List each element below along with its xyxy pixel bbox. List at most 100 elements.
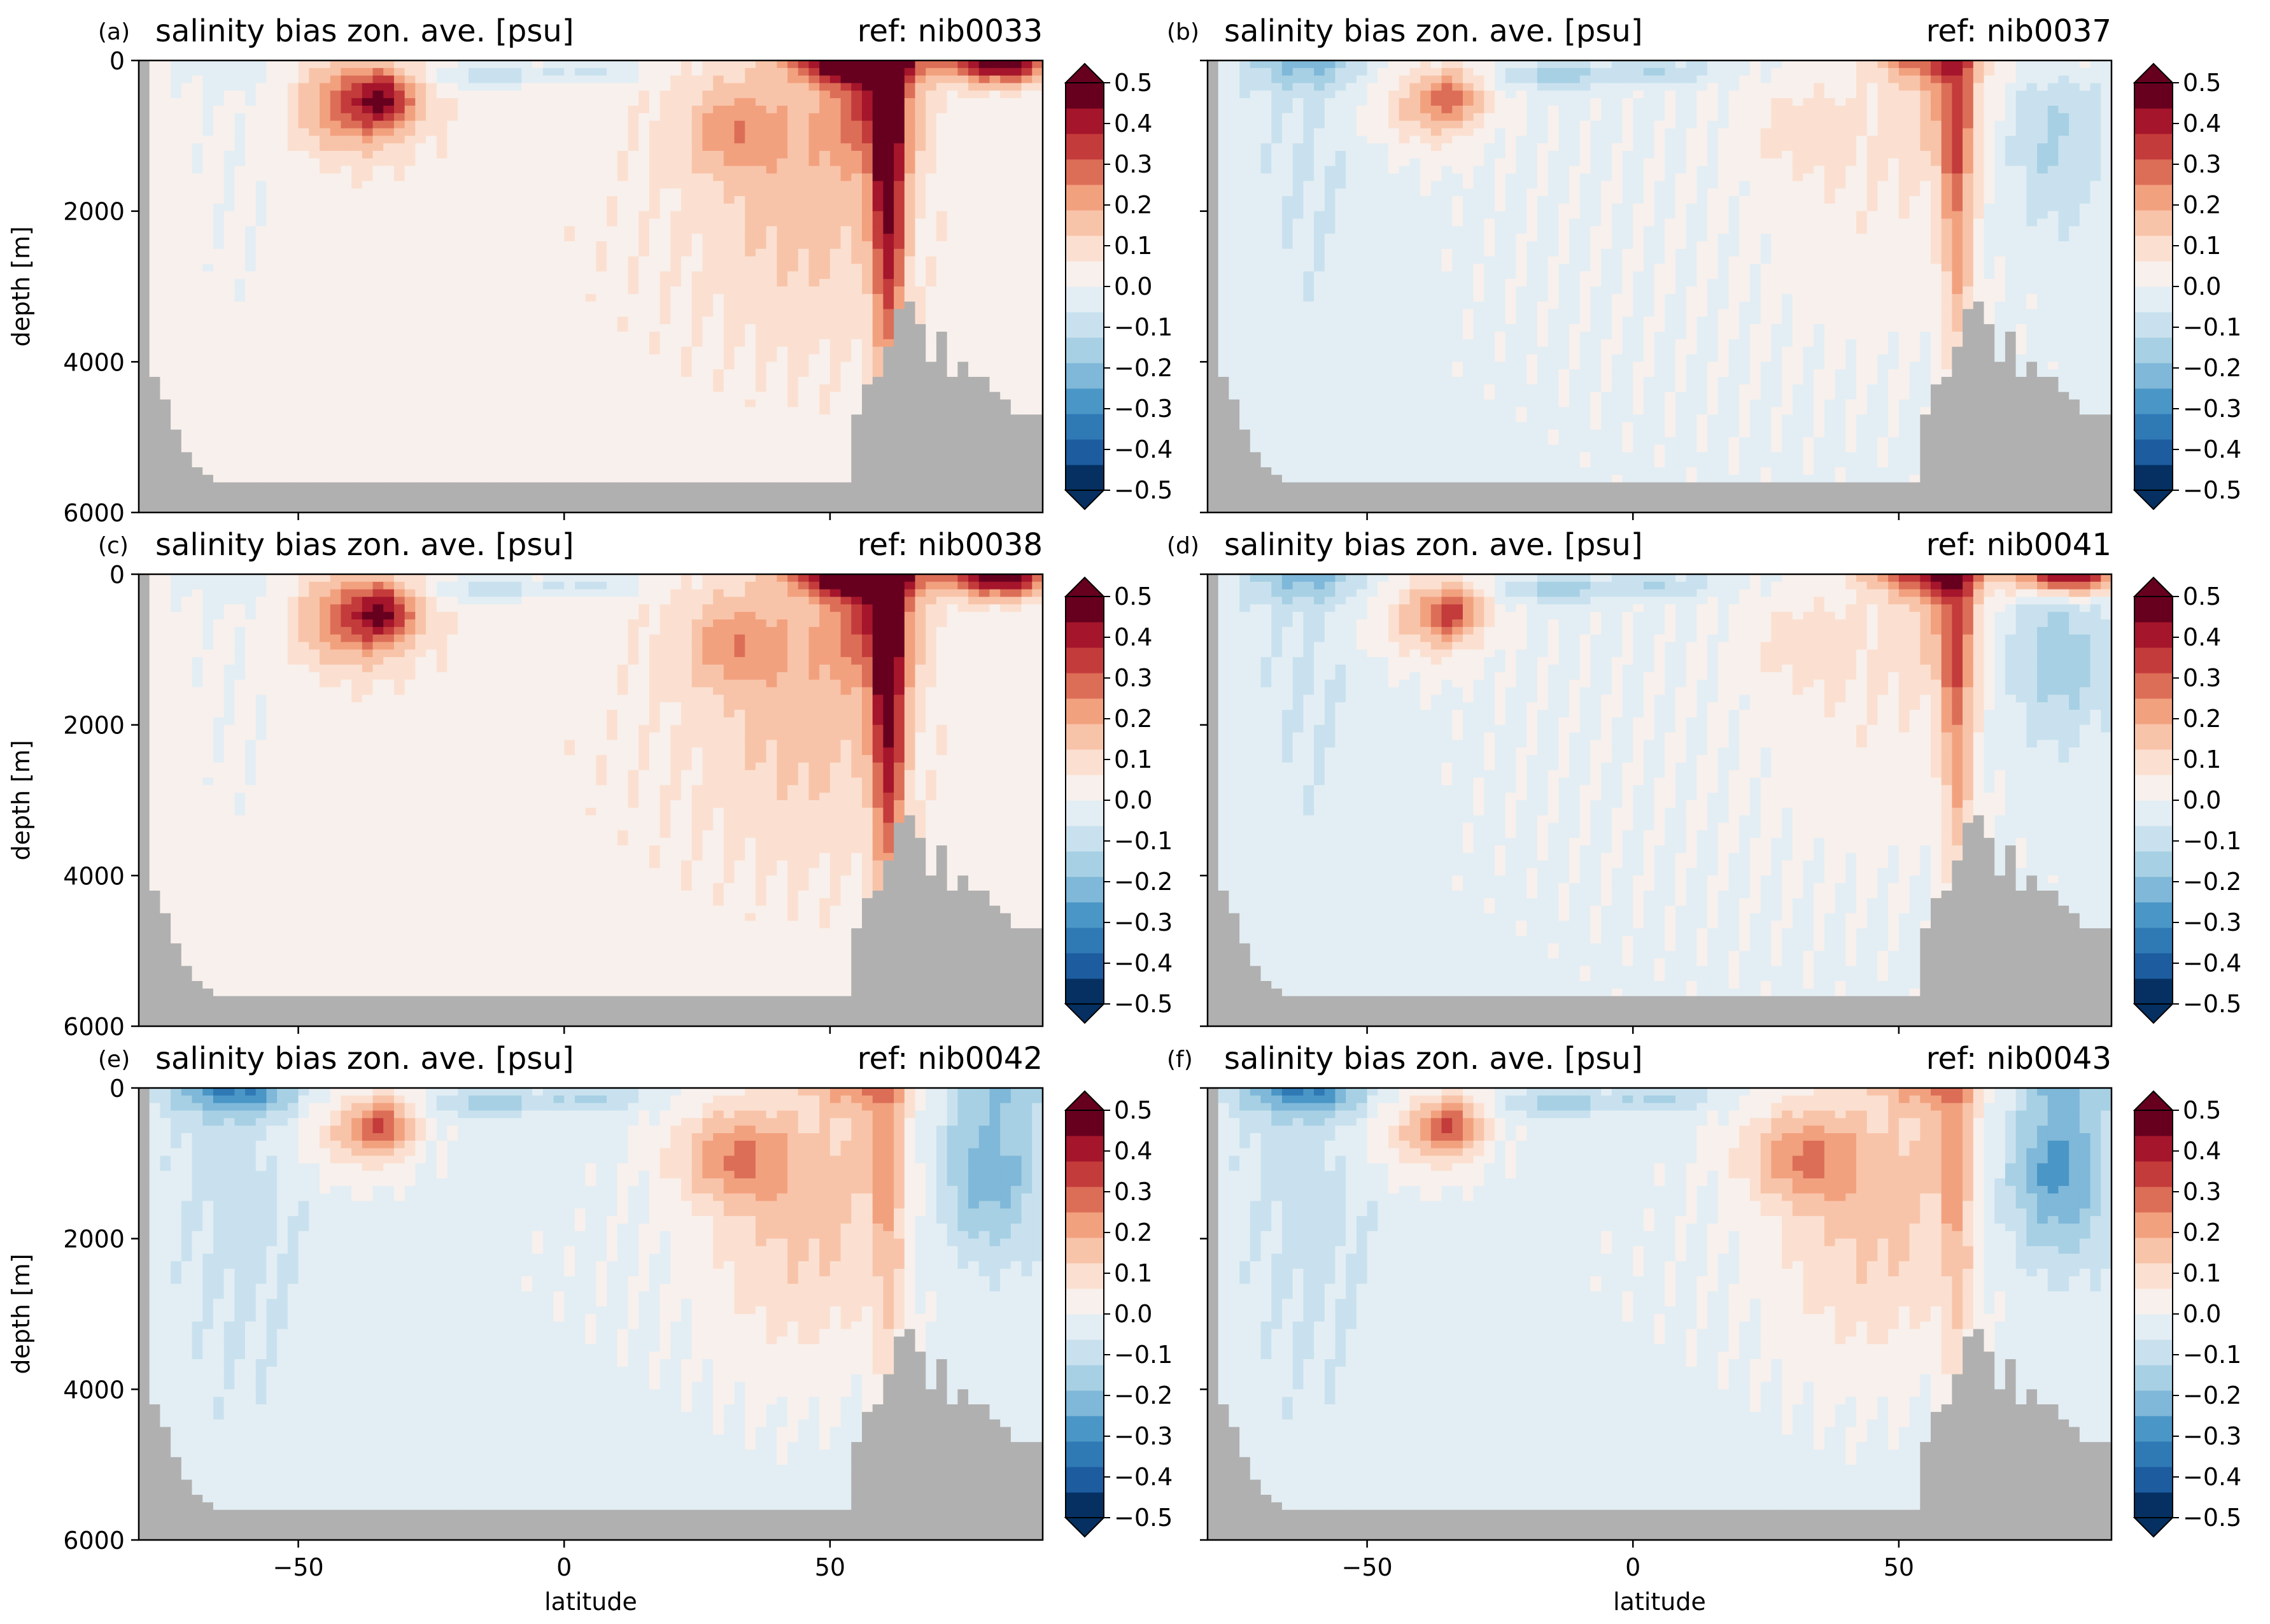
heatmap-cell: [691, 474, 703, 483]
heatmap-cell: [192, 173, 203, 181]
heatmap-cell: [798, 128, 810, 136]
heatmap-cell: [978, 60, 990, 69]
heatmap-cell: [298, 414, 309, 423]
heatmap-cell: [521, 414, 533, 423]
heatmap-cell: [1010, 98, 1022, 106]
heatmap-cell: [745, 309, 756, 317]
heatmap-cell: [926, 316, 937, 325]
heatmap-cell: [936, 98, 948, 106]
heatmap-cell: [681, 173, 693, 181]
heatmap-cell: [383, 83, 395, 91]
heatmap-cell: [947, 474, 958, 483]
heatmap-cell: [787, 120, 799, 129]
heatmap-cell: [415, 437, 427, 446]
heatmap-cell: [181, 279, 193, 287]
heatmap-cell: [139, 241, 150, 250]
heatmap-cell: [713, 271, 724, 279]
heatmap-cell: [862, 460, 873, 468]
heatmap-cell: [500, 362, 512, 370]
heatmap-cell: [436, 279, 448, 287]
heatmap-cell: [596, 444, 607, 453]
heatmap-cell: [659, 354, 671, 362]
heatmap-cell: [628, 429, 639, 438]
heatmap-cell: [607, 444, 618, 453]
heatmap-cell: [734, 362, 745, 370]
heatmap-cell: [777, 90, 788, 99]
heatmap-cell: [479, 128, 490, 136]
heatmap-cell: [894, 346, 905, 355]
heatmap-cell: [415, 120, 427, 129]
heatmap-cell: [287, 332, 299, 340]
heatmap-cell: [320, 256, 331, 265]
heatmap-cell: [351, 339, 363, 348]
heatmap-cell: [713, 211, 724, 220]
heatmap-cell: [532, 75, 544, 84]
heatmap-cell: [436, 422, 448, 430]
heatmap-cell: [521, 241, 533, 250]
heatmap-cell: [617, 505, 629, 513]
heatmap-cell: [787, 264, 799, 272]
heatmap-cell: [798, 407, 810, 415]
heatmap-cell: [234, 467, 246, 476]
heatmap-cell: [702, 452, 714, 460]
heatmap-cell: [266, 286, 278, 295]
heatmap-cell: [691, 67, 703, 76]
heatmap-cell: [926, 196, 937, 204]
heatmap-cell: [628, 369, 639, 378]
heatmap-cell: [255, 98, 267, 106]
heatmap-cell: [989, 136, 1001, 144]
heatmap-cell: [691, 256, 703, 265]
heatmap-cell: [808, 151, 820, 159]
heatmap-cell: [245, 384, 257, 393]
heatmap-cell: [691, 203, 703, 212]
heatmap-cell: [149, 444, 161, 453]
heatmap-cell: [574, 316, 586, 325]
heatmap-cell: [947, 293, 958, 302]
heatmap-cell: [458, 173, 469, 181]
heatmap-cell: [851, 407, 863, 415]
heatmap-cell: [670, 362, 682, 370]
heatmap-cell: [255, 143, 267, 152]
heatmap-cell: [383, 226, 395, 234]
heatmap-cell: [287, 414, 299, 423]
heatmap-cell: [202, 407, 214, 415]
heatmap-cell: [458, 392, 469, 400]
heatmap-cell: [745, 392, 756, 400]
heatmap-cell: [829, 98, 842, 106]
heatmap-cell: [479, 316, 490, 325]
heatmap-cell: [500, 474, 512, 483]
heatmap-cell: [978, 467, 990, 476]
heatmap-cell: [245, 203, 257, 212]
heatmap-cell: [511, 309, 523, 317]
heatmap-cell: [532, 384, 544, 393]
heatmap-cell: [872, 196, 884, 204]
heatmap-cell: [734, 234, 745, 242]
heatmap-cell: [320, 173, 331, 181]
heatmap-cell: [894, 452, 905, 460]
heatmap-cell: [649, 241, 661, 250]
heatmap-cell: [436, 452, 448, 460]
heatmap-cell: [585, 120, 596, 129]
heatmap-cell: [1000, 467, 1012, 476]
heatmap-cell: [862, 158, 873, 167]
heatmap-cell: [171, 392, 182, 400]
heatmap-cell: [341, 128, 352, 136]
heatmap-cell: [926, 429, 937, 438]
heatmap-cell: [192, 143, 203, 152]
heatmap-cell: [404, 67, 416, 76]
heatmap-cell: [500, 332, 512, 340]
heatmap-cell: [734, 128, 745, 136]
heatmap-cell: [1010, 106, 1022, 114]
heatmap-cell: [372, 98, 384, 106]
heatmap-cell: [234, 203, 246, 212]
heatmap-cell: [628, 505, 639, 513]
heatmap-cell: [1010, 316, 1022, 325]
heatmap-cell: [139, 248, 150, 257]
heatmap-cell: [798, 346, 810, 355]
heatmap-cell: [234, 226, 246, 234]
heatmap-cell: [872, 113, 884, 122]
heatmap-cell: [713, 309, 724, 317]
heatmap-cell: [139, 113, 150, 122]
heatmap-cell: [808, 377, 820, 385]
heatmap-cell: [894, 143, 905, 152]
